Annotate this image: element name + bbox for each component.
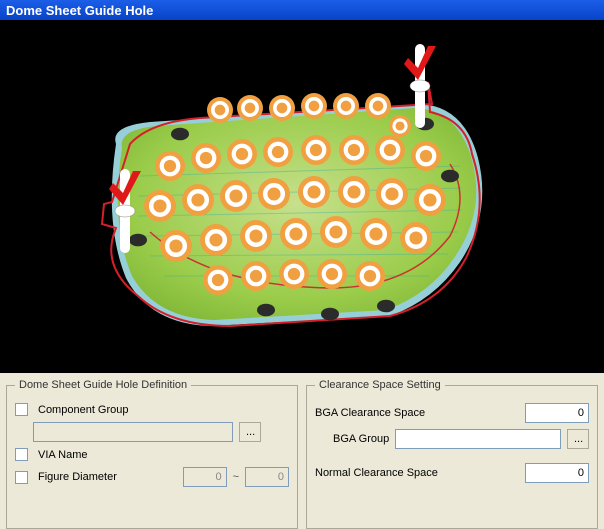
pcb-render	[30, 26, 570, 366]
via-name-checkbox[interactable]	[15, 448, 28, 461]
definition-legend: Dome Sheet Guide Hole Definition	[15, 379, 191, 391]
component-group-browse-button[interactable]: ...	[239, 422, 261, 442]
definition-group: Dome Sheet Guide Hole Definition Compone…	[6, 379, 298, 529]
pcb-viewport[interactable]	[0, 20, 604, 373]
bga-group-label: BGA Group	[333, 433, 389, 445]
bga-group-browse-button[interactable]: ...	[567, 429, 589, 449]
component-group-field[interactable]	[33, 422, 233, 442]
normal-clearance-label: Normal Clearance Space	[315, 467, 438, 479]
bga-group-field[interactable]	[395, 429, 561, 449]
clearance-legend: Clearance Space Setting	[315, 379, 445, 391]
figure-diameter-checkbox[interactable]	[15, 471, 28, 484]
window-title: Dome Sheet Guide Hole	[6, 3, 153, 18]
window-titlebar: Dome Sheet Guide Hole	[0, 0, 604, 20]
clearance-group: Clearance Space Setting BGA Clearance Sp…	[306, 379, 598, 529]
via-name-label: VIA Name	[38, 449, 88, 461]
figure-diameter-high[interactable]	[245, 467, 289, 487]
range-tilde: ~	[233, 471, 239, 483]
component-group-checkbox[interactable]	[15, 403, 28, 416]
component-group-label: Component Group	[38, 404, 129, 416]
figure-diameter-label: Figure Diameter	[38, 471, 117, 483]
figure-diameter-low[interactable]	[183, 467, 227, 487]
bga-clearance-field[interactable]	[525, 403, 589, 423]
bga-clearance-label: BGA Clearance Space	[315, 407, 425, 419]
normal-clearance-field[interactable]	[525, 463, 589, 483]
